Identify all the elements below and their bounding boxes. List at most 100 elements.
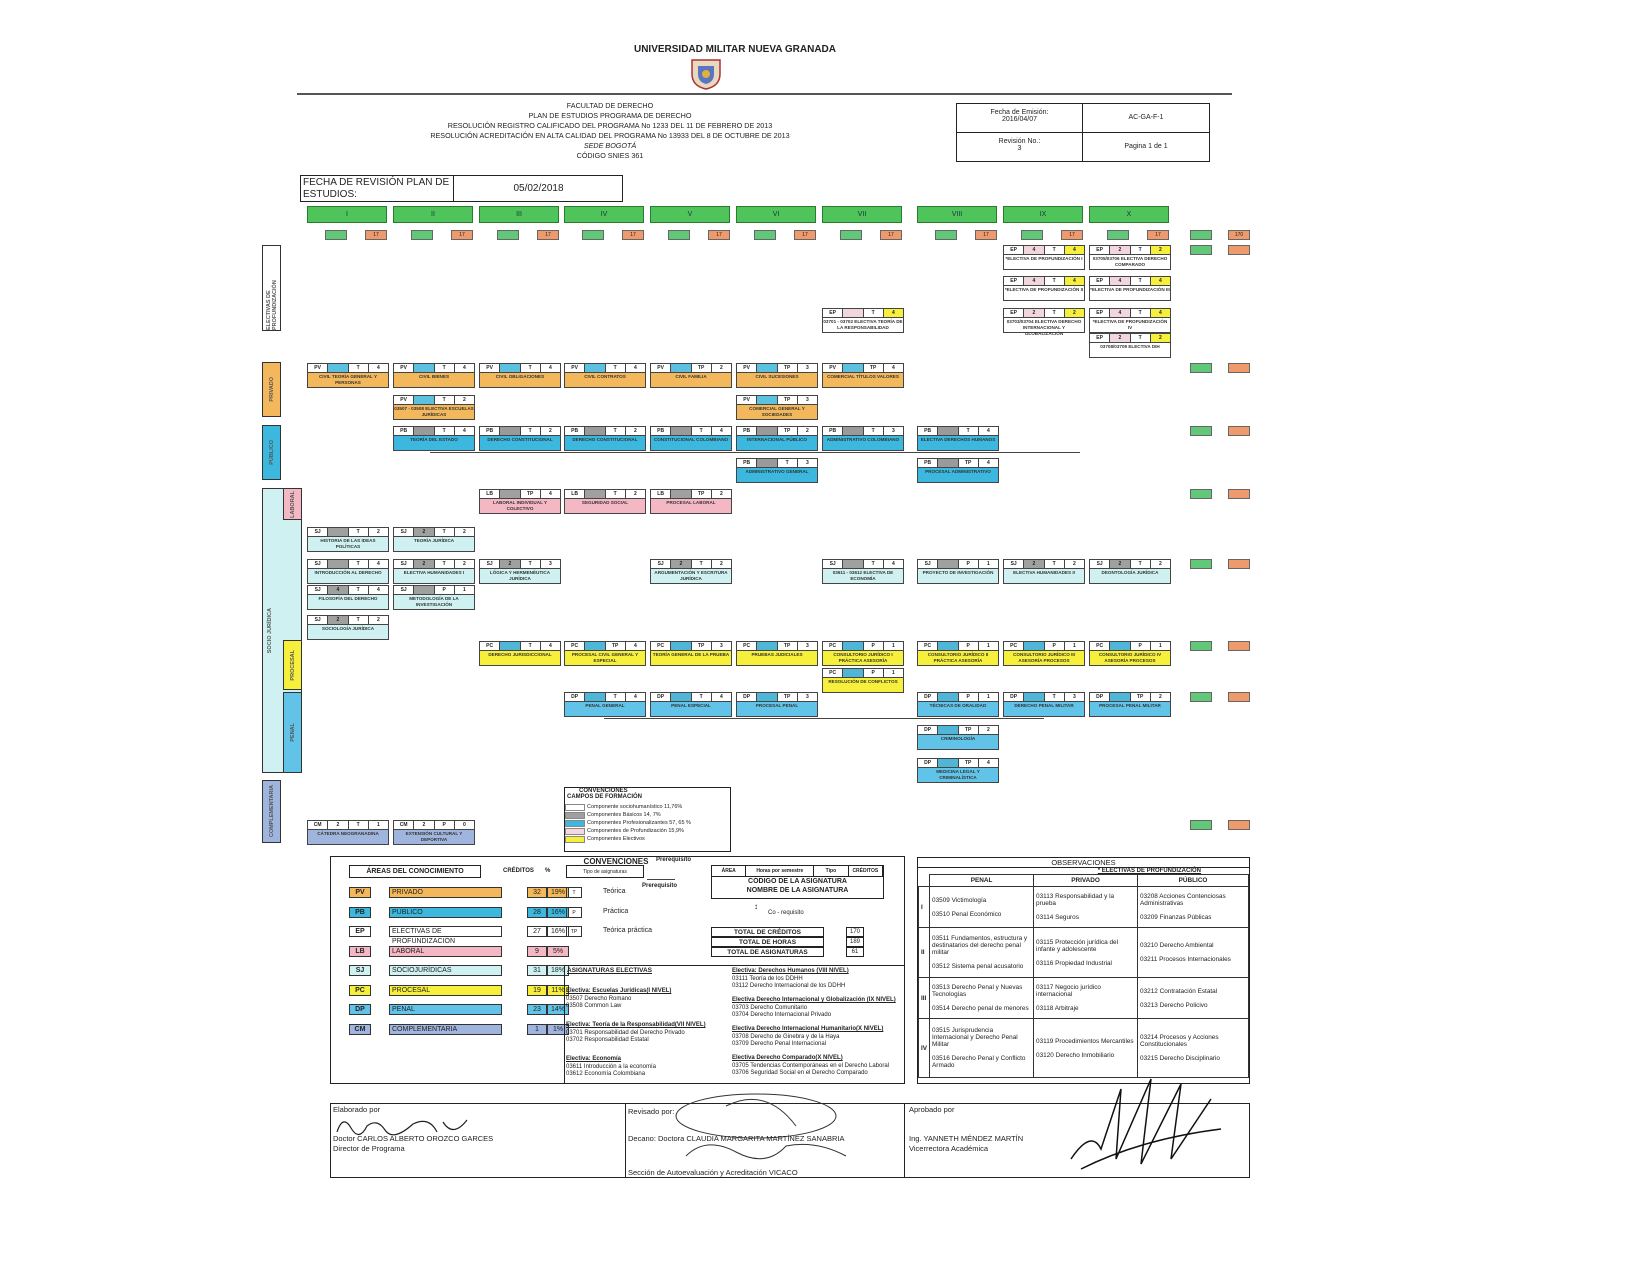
course-box[interactable]: LB TP 2 PROCESAL LABORAL — [650, 489, 732, 514]
course-box[interactable]: CM 2 P 0 EXTENSIÓN CULTURAL Y DEPORTIVA — [393, 820, 475, 845]
course-box[interactable]: SJ 2 T 2 DEONTOLOGÍA JURÍDICA — [1089, 559, 1171, 584]
course-box[interactable]: CM 2 T 1 CÁTEDRA NEOGRANADINA — [307, 820, 389, 845]
course-box[interactable]: PC P 1 CONSULTORIO JURÍDICO IV ASESORÍA PRO… — [1089, 641, 1171, 666]
course-credits: 3 — [805, 694, 809, 700]
course-box[interactable]: SJ 2 T 3 LÓGICA Y HERMENÉUTICA JURÍDICA — [479, 559, 561, 584]
course-box[interactable]: DP TP 2 PROCESAL PENAL MILITAR — [1089, 692, 1171, 717]
course-hours — [757, 459, 778, 467]
course-credits: 1 — [986, 694, 990, 700]
course-box[interactable]: PV T 4 CIVIL CONTRATOS — [564, 363, 646, 388]
course-box[interactable]: PC TP 3 PRUEBAS JUDICIALES — [736, 641, 818, 666]
course-box[interactable]: EP 2 T 2 03703/03704 ELECTIVA DERECHO INTERN… — [1003, 308, 1085, 336]
course-box[interactable]: PV TP 2 CIVIL FAMILIA — [650, 363, 732, 388]
course-box[interactable]: EP 4 T 4 *ELECTIVA DE PROFUNDIZACIÓN IV — [1089, 308, 1171, 333]
course-credits: 4 — [376, 365, 380, 371]
course-box[interactable]: PV TP 4 COMERCIAL TÍTULOS VALORES — [822, 363, 904, 388]
observaciones-title: OBSERVACIONES — [918, 858, 1249, 868]
course-box[interactable]: SJ T 4 03611 - 03612 ELECTIVA DE ECONOMÍA — [822, 559, 904, 584]
course-box[interactable]: DP TP 2 CRIMINOLOGÍA — [917, 725, 999, 750]
course-name: ARGUMENTACIÓN Y ESCRITURA JURÍDICA — [654, 570, 728, 581]
revision-date-value: 05/02/2018 — [453, 176, 623, 201]
course-box[interactable]: PB TP 4 PROCESAL ADMINISTRATIVO — [917, 458, 999, 483]
course-name: SEGURIDAD SOCIAL — [581, 500, 629, 505]
course-hours — [843, 364, 864, 372]
course-box[interactable]: PV TP 3 COMERCIAL GENERAL Y SOCIEDADES — [736, 395, 818, 420]
course-area: DP — [918, 726, 939, 734]
obs-cell-privado: 03117 Negocio jurídico internacional 0311… — [1033, 977, 1139, 1020]
course-box[interactable]: PC P 1 RESOLUCIÓN DE CONFLICTOS — [822, 668, 904, 693]
course-box[interactable]: PB TP 2 INTERNACIONAL PÚBLICO — [736, 426, 818, 451]
course-header: PV TP 3 — [737, 396, 817, 405]
course-box[interactable]: PC P 1 CONSULTORIO JURÍDICO II PRÁCTICA ASE… — [917, 641, 999, 666]
course-box[interactable]: SJ 2 T 2 ELECTIVA HUMANIDADES II — [1003, 559, 1085, 584]
course-box[interactable]: DP T 4 PENAL ESPECIAL — [650, 692, 732, 717]
course-name: ADMINISTRATIVO GENERAL — [745, 469, 809, 474]
tipo-code: TP — [566, 926, 582, 937]
area-credits-box — [1190, 245, 1212, 255]
course-box[interactable]: SJ P 1 METODOLOGÍA DE LA INVESTIGACIÓN — [393, 585, 475, 610]
obs-cell-publico: 03210 Derecho Ambiental 03211 Procesos In… — [1137, 927, 1249, 979]
course-box[interactable]: EP 4 T 4 *ELECTIVA DE PROFUNDIZACIÓN I — [1003, 245, 1085, 270]
electiva-item: 03508 Common Law — [566, 1003, 622, 1009]
course-box[interactable]: PV T 4 CIVIL BIENES — [393, 363, 475, 388]
course-box[interactable]: EP 4 T 4 *ELECTIVA DE PROFUNDIZACIÓN III — [1089, 276, 1171, 301]
label-text: PENAL — [289, 723, 296, 742]
course-box[interactable]: PC TP 3 TEORÍA GENERAL DE LA PRUEBA — [650, 641, 732, 666]
course-header: PB T 2 — [480, 427, 560, 436]
course-name: CONSULTORIO JURÍDICO II PRÁCTICA ASESORÍ… — [927, 652, 989, 663]
course-box[interactable]: SJ T 4 INTRODUCCIÓN AL DERECHO — [307, 559, 389, 584]
course-box[interactable]: EP 2 T 2 03705/03706 ELECTIVA DERECHO COMPAR… — [1089, 245, 1171, 270]
course-box[interactable]: SJ 4 T 4 FILOSOFÍA DEL DERECHO — [307, 585, 389, 610]
course-box[interactable]: EP 4 T 4 *ELECTIVA DE PROFUNDIZACIÓN II — [1003, 276, 1085, 301]
course-area: PC — [480, 642, 501, 650]
course-box[interactable]: SJ T 2 HISTORIA DE LAS IDEAS POLÍTICAS — [307, 527, 389, 552]
course-credits: 4 — [633, 365, 637, 371]
course-box[interactable]: DP P 1 TÉCNICAS DE ORALIDAD — [917, 692, 999, 717]
course-box[interactable]: PV TP 3 CIVIL SUCESIONES — [736, 363, 818, 388]
area-hours-box — [1228, 426, 1250, 436]
semester-credits-box — [935, 230, 957, 240]
area-code: SJ — [349, 965, 371, 976]
electiva-title: Electiva: Derechos Humanos (VIII NIVEL) — [732, 968, 849, 974]
course-name: RESOLUCIÓN DE CONFLICTOS — [828, 679, 898, 684]
course-box[interactable]: DP T 3 DERECHO PENAL MILITAR — [1003, 692, 1085, 717]
course-box[interactable]: PB T 3 ADMINISTRATIVO GENERAL — [736, 458, 818, 483]
course-credits: 3 — [805, 397, 809, 403]
course-name: 03703/03704 ELECTIVA DERECHO INTERNACION… — [1006, 319, 1082, 336]
total-value: 170 — [846, 927, 864, 937]
obs-cell-penal: 03509 Victimología 03510 Penal Económico — [929, 885, 1035, 929]
course-header: SJ T 2 — [308, 528, 388, 537]
course-box[interactable]: LB TP 4 LABORAL INDIVIDUAL Y COLECTIVO — [479, 489, 561, 514]
course-box[interactable]: SJ 2 T 2 ELECTIVA HUMANIDADES I — [393, 559, 475, 584]
course-box[interactable]: DP TP 3 PROCESAL PENAL — [736, 692, 818, 717]
course-box[interactable]: PB T 2 DERECHO CONSTITUCIONAL — [479, 426, 561, 451]
course-box[interactable]: PB T 4 CONSTITUCIONAL COLOMBIANO — [650, 426, 732, 451]
course-name: MEDICINA LEGAL Y CRIMINALÍSTICA — [936, 769, 980, 780]
course-box[interactable]: DP TP 4 MEDICINA LEGAL Y CRIMINALÍSTICA — [917, 758, 999, 783]
course-box[interactable]: PC TP 4 PROCESAL CIVIL GENERAL Y ESPECIAL — [564, 641, 646, 666]
course-box[interactable]: SJ 2 T 2 SOCIOLOGÍA JURÍDICA — [307, 615, 389, 640]
course-name: TEORÍA GENERAL DE LA PRUEBA — [652, 652, 730, 657]
course-box[interactable]: SJ 2 T 2 ARGUMENTACIÓN Y ESCRITURA JURÍDICA — [650, 559, 732, 584]
course-box[interactable]: DP T 4 PENAL GENERAL — [564, 692, 646, 717]
course-credits: 2 — [719, 561, 723, 567]
course-box[interactable]: EP 2 T 2 03708/03709 ELECTIVA DIH — [1089, 333, 1171, 358]
course-box[interactable]: SJ 2 T 2 TEORÍA JURÍDICA — [393, 527, 475, 552]
course-box[interactable]: PB T 4 ELECTIVA DERECHOS HUMANOS — [917, 426, 999, 451]
course-box[interactable]: PC P 1 CONSULTORIO JURÍDICO III ASESORÍA PR… — [1003, 641, 1085, 666]
elaborado-label: Elaborado por — [333, 1105, 381, 1114]
course-box[interactable]: PB T 3 ADMINISTRATIVO COLOMBIANO — [822, 426, 904, 451]
course-box[interactable]: PC P 1 CONSULTORIO JURÍDICO I PRÁCTICA ASES… — [822, 641, 904, 666]
course-box[interactable]: PC T 4 DERECHO JURISDICCIONAL — [479, 641, 561, 666]
course-box[interactable]: SJ P 1 PROYECTO DE INVESTIGACIÓN — [917, 559, 999, 584]
course-box[interactable]: LB T 2 SEGURIDAD SOCIAL — [564, 489, 646, 514]
level-cell: IV — [917, 1018, 931, 1078]
course-box[interactable]: PV T 4 CIVIL OBLIGACIONES — [479, 363, 561, 388]
course-box[interactable]: PB T 4 TEORÍA DEL ESTADO — [393, 426, 475, 451]
course-box[interactable]: PB T 2 DERECHO CONSTITUCIONAL — [564, 426, 646, 451]
electiva-group: Electiva Derecho Internacional Humanitar… — [732, 1026, 902, 1049]
course-box[interactable]: PV T 4 CIVIL TEORÍA GENERAL Y PERSONAS — [307, 363, 389, 388]
course-box[interactable]: EP T 4 03701 - 03702 ELECTIVA TEORÍA DE LA … — [822, 308, 904, 333]
course-box[interactable]: PV T 2 03507 - 03508 ELECTIVA ESCUELAS JURÍ… — [393, 395, 475, 420]
course-hours — [328, 364, 349, 372]
